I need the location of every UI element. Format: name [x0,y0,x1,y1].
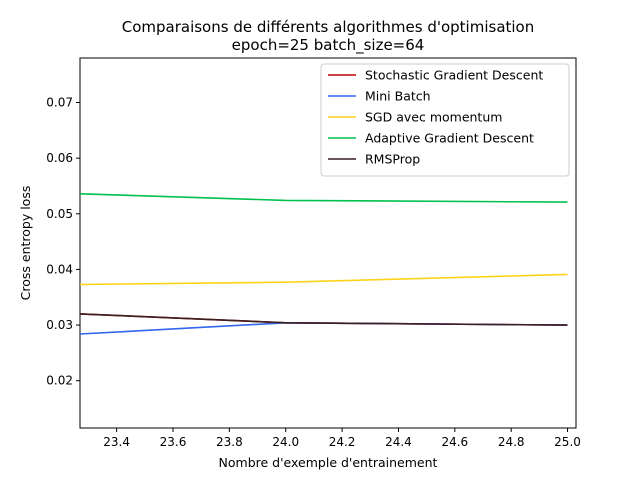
series-line-4 [79,313,568,326]
legend: Stochastic Gradient Descent Mini Batch SGD… [320,63,570,177]
x-axis: 23.4 23.6 23.8 24.0 24.2 24.4 24.6 24.8 25.0 [103,428,581,449]
y-tick-label: 0.07 [46,96,73,110]
series-lines [79,193,568,335]
chart-subtitle: epoch=25 batch_size=64 [232,36,425,55]
x-tick-label: 24.4 [385,435,412,449]
y-axis: 0.02 0.03 0.04 0.05 0.06 0.07 [46,96,80,388]
legend-label: Adaptive Gradient Descent [365,131,534,146]
x-tick-label: 24.8 [498,435,525,449]
legend-label: Stochastic Gradient Descent [365,68,543,83]
series-line-2 [79,273,568,286]
x-tick-label: 25.0 [554,435,581,449]
legend-label: Mini Batch [365,89,431,104]
x-tick-label: 23.6 [160,435,187,449]
chart-title: Comparaisons de différents algorithmes d… [122,18,535,36]
x-tick-label: 23.4 [103,435,130,449]
y-axis-label: Cross entropy loss [18,186,33,301]
x-tick-label: 24.6 [441,435,468,449]
legend-label: RMSProp [365,152,420,167]
x-tick-label: 24.2 [329,435,356,449]
y-tick-label: 0.04 [46,262,73,276]
y-tick-label: 0.06 [46,151,73,165]
y-tick-label: 0.05 [46,207,73,221]
series-line-3 [79,193,568,203]
x-axis-label: Nombre d'exemple d'entrainement [219,455,438,470]
x-tick-label: 23.8 [216,435,243,449]
x-tick-label: 24.0 [272,435,299,449]
legend-label: SGD avec momentum [365,110,502,125]
y-tick-label: 0.03 [46,318,73,332]
y-tick-label: 0.02 [46,374,73,388]
legend-box [320,63,570,177]
plot-frame [79,57,577,429]
